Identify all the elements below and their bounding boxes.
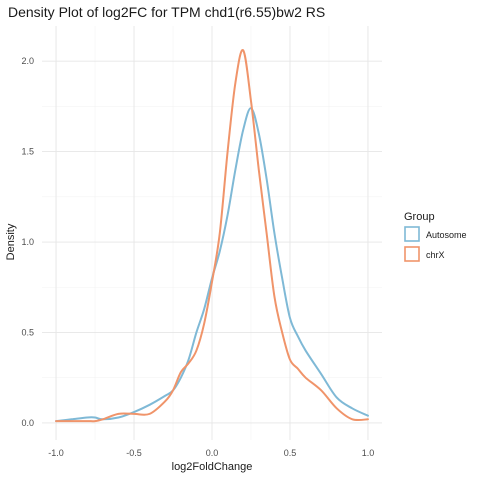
legend-items: Autosome chrX: [404, 226, 467, 262]
series-layer: [55, 49, 369, 423]
grid-layer: [42, 26, 382, 440]
legend-label-autosome: Autosome: [426, 230, 467, 240]
legend-key-autosome: [404, 226, 420, 242]
x-tick-label: -0.5: [126, 448, 142, 458]
series-line-chrx: [55, 49, 369, 423]
x-tick-label: 0.0: [206, 448, 219, 458]
x-tick-label: 0.5: [284, 448, 297, 458]
chart-title: Density Plot of log2FC for TPM chd1(r6.5…: [8, 4, 325, 20]
y-tick-label: 0.5: [21, 327, 34, 337]
x-axis-label: log2FoldChange: [172, 461, 253, 473]
legend: Group Autosome chrX: [404, 211, 467, 262]
x-tick-label: -1.0: [48, 448, 64, 458]
y-tick-label: 1.0: [21, 237, 34, 247]
legend-label-chrx: chrX: [426, 250, 445, 260]
legend-key-chrx: [404, 246, 420, 262]
y-axis-label: Density: [5, 223, 17, 260]
y-tick-label: 1.5: [21, 147, 34, 157]
y-tick-label: 0.0: [21, 418, 34, 428]
axis-layer: -1.0 -0.5 0.0 0.5 1.0 0.0 0.5 1.0 1.5 2.0: [21, 56, 374, 458]
y-tick-label: 2.0: [21, 56, 34, 66]
legend-title: Group: [404, 211, 435, 223]
x-tick-label: 1.0: [362, 448, 375, 458]
series-line-autosome: [55, 107, 369, 423]
